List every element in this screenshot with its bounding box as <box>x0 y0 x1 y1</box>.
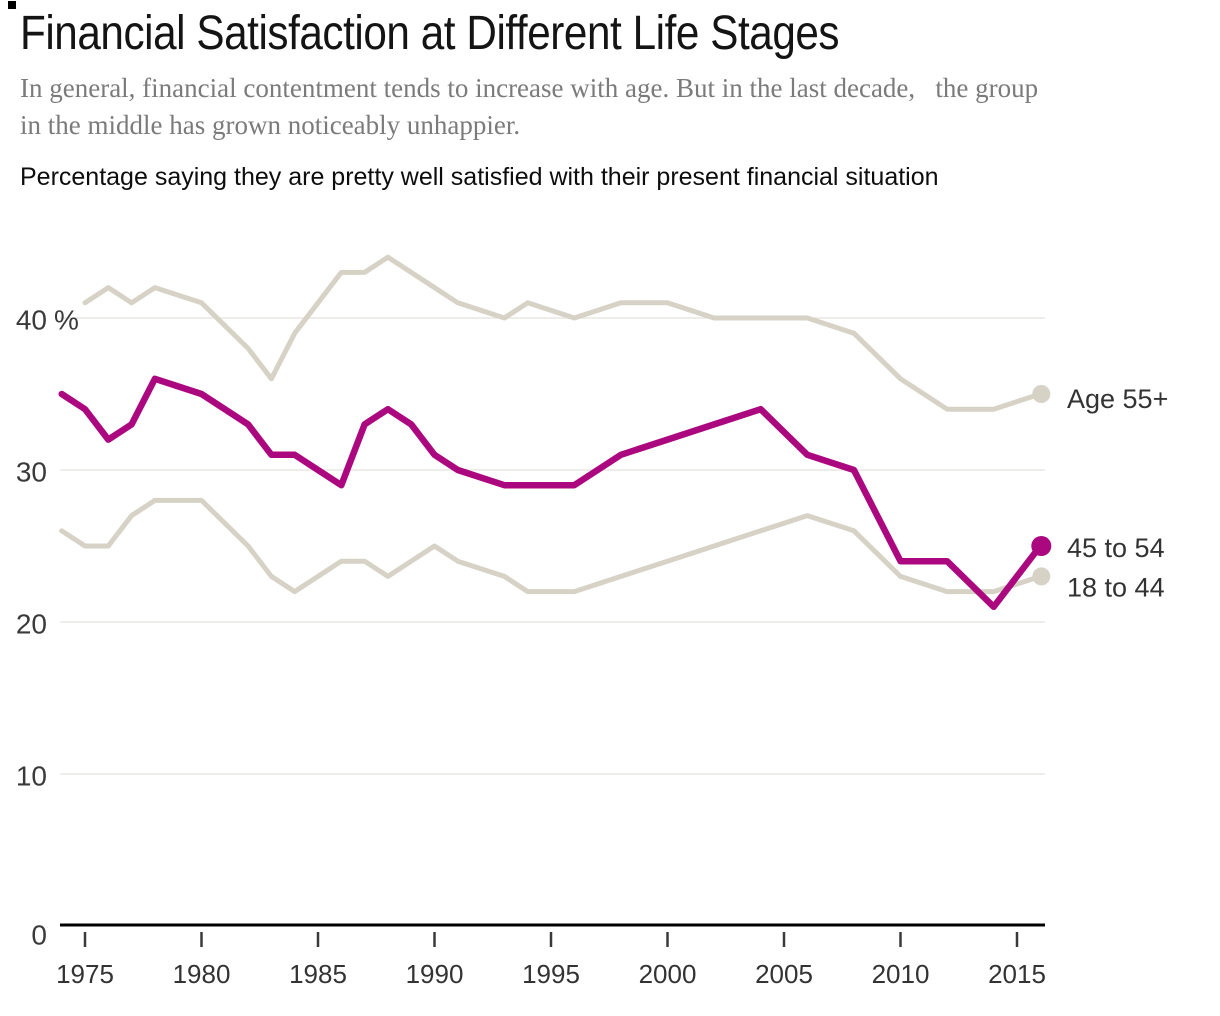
series-line-age-55 <box>82 254 1043 412</box>
y-axis-label-40: 40 <box>16 305 47 336</box>
series-end-dot-age-55 <box>1032 385 1051 403</box>
series-line-18-to-44 <box>59 497 1043 595</box>
x-axis-label-2010: 2010 <box>872 959 930 989</box>
series-end-dot-45-to-54 <box>1031 536 1052 556</box>
series-end-dot-18-to-44 <box>1032 567 1051 586</box>
x-axis-label-1980: 1980 <box>173 959 231 989</box>
y-axis-label-30: 30 <box>16 457 47 488</box>
chart-subtitle: In general, financial contentment tends … <box>20 70 1038 144</box>
y-axis-label-0: 0 <box>31 920 47 951</box>
y-axis-label-20: 20 <box>16 609 47 640</box>
subtitle-line-2: in the middle has grown noticeably unhap… <box>20 110 521 140</box>
legend-label-45-to-54: 45 to 54 <box>1067 533 1165 563</box>
y-axis-unit: % <box>54 305 79 336</box>
subtitle-line-1: In general, financial contentment tends … <box>20 73 1039 103</box>
x-axis-label-2005: 2005 <box>755 959 813 989</box>
x-axis-label-1975: 1975 <box>56 959 114 989</box>
y-axis-label-10: 10 <box>16 761 47 792</box>
legend-label-age-55: Age 55+ <box>1067 384 1168 414</box>
series-line-45-to-54 <box>58 375 1044 611</box>
x-axis-label-1985: 1985 <box>289 959 347 989</box>
x-axis-label-1995: 1995 <box>522 959 580 989</box>
x-axis-label-2000: 2000 <box>639 959 697 989</box>
corner-mark <box>8 1 16 9</box>
legend-label-18-to-44: 18 to 44 <box>1067 572 1165 602</box>
page-title: Financial Satisfaction at Different Life… <box>20 7 840 60</box>
x-axis-label-1990: 1990 <box>406 959 464 989</box>
x-axis-label-2015: 2015 <box>988 959 1046 989</box>
chart-axis-note: Percentage saying they are pretty well s… <box>20 163 939 191</box>
